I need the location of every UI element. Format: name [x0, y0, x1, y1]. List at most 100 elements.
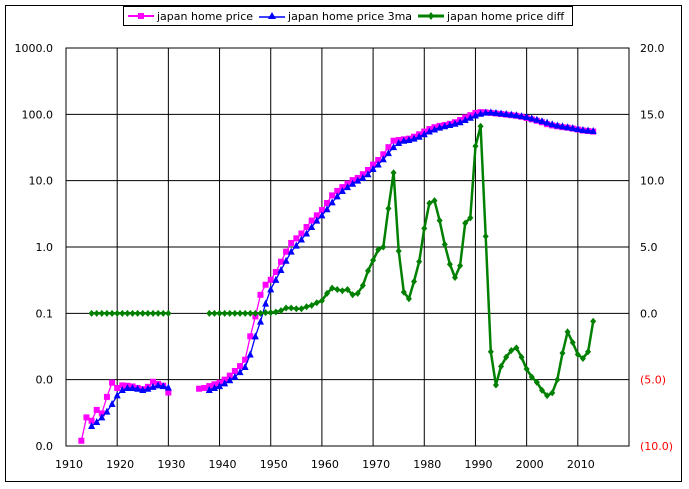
diamond-marker: [375, 246, 382, 254]
diamond-marker-icon: [418, 12, 445, 20]
triangle-marker: [364, 170, 372, 178]
triangle-marker: [482, 108, 490, 116]
diamond-marker: [590, 317, 597, 325]
triangle-marker: [477, 109, 485, 117]
diamond-marker: [124, 309, 131, 317]
diamond-marker: [109, 309, 116, 317]
diamond-marker: [574, 350, 581, 358]
triangle-marker: [308, 223, 316, 231]
legend-item-price: japan home price: [128, 10, 253, 23]
diamond-marker: [421, 224, 428, 232]
x-tick-label: 1930: [157, 458, 185, 471]
triangle-marker: [154, 381, 162, 389]
square-marker: [364, 166, 371, 173]
triangle-marker: [236, 368, 244, 376]
diamond-marker: [231, 309, 238, 317]
diamond-marker: [257, 309, 264, 317]
triangle-marker: [497, 109, 505, 117]
triangle-marker: [272, 275, 280, 283]
diamond-marker: [416, 258, 423, 266]
diamond-marker: [216, 309, 223, 317]
diamond-marker: [380, 243, 387, 251]
diamond-marker: [508, 346, 515, 354]
y-right-tick-label: 5.0: [640, 241, 658, 254]
diamond-marker: [98, 309, 105, 317]
diamond-marker: [334, 285, 341, 293]
triangle-marker: [359, 173, 367, 181]
diamond-marker: [293, 305, 300, 313]
triangle-marker: [282, 256, 290, 264]
triangle-marker: [579, 126, 587, 134]
square-marker: [78, 437, 85, 444]
square-marker: [237, 363, 244, 370]
triangle-marker: [88, 422, 96, 430]
square-marker: [114, 384, 121, 391]
square-marker: [201, 384, 208, 391]
y-right-tick-label: 20.0: [640, 42, 665, 55]
triangle-marker: [118, 385, 126, 393]
square-marker: [370, 161, 377, 168]
triangle-marker: [338, 186, 346, 194]
diamond-marker: [247, 309, 254, 317]
diamond-marker: [211, 309, 218, 317]
diamond-marker: [538, 386, 545, 394]
chart-frame: [5, 5, 682, 482]
y-left-tick-label: 0.0: [36, 440, 54, 453]
triangle-marker: [349, 179, 357, 187]
square-marker: [196, 385, 203, 392]
square-marker: [88, 417, 95, 424]
triangle-marker: [98, 413, 106, 421]
diamond-marker: [221, 309, 228, 317]
y-left-tick-label: 0.1: [36, 307, 54, 320]
diamond-marker: [385, 205, 392, 213]
triangle-marker: [420, 130, 428, 138]
diamond-marker: [405, 295, 412, 303]
x-tick-label: 1960: [311, 458, 339, 471]
triangle-marker: [277, 266, 285, 274]
diamond-marker: [134, 309, 141, 317]
triangle-marker: [502, 110, 510, 118]
triangle-marker: [395, 138, 403, 146]
diamond-marker: [446, 260, 453, 268]
triangle-marker: [226, 376, 234, 384]
triangle-marker: [287, 247, 295, 255]
diamond-marker: [324, 289, 331, 297]
x-tick-label: 1970: [362, 458, 390, 471]
triangle-marker: [431, 125, 439, 133]
diamond-marker: [277, 307, 284, 315]
diamond-marker: [303, 303, 310, 311]
triangle-marker: [523, 113, 531, 121]
x-tick-label: 1950: [260, 458, 288, 471]
diamond-marker: [354, 289, 361, 297]
diamond-marker: [160, 309, 167, 317]
square-marker: [375, 156, 382, 163]
triangle-marker: [129, 383, 137, 391]
triangle-marker: [328, 198, 336, 206]
diamond-marker: [344, 285, 351, 293]
diamond-marker: [441, 240, 448, 248]
legend-label: japan home price 3ma: [288, 9, 413, 23]
x-tick-label: 1990: [464, 458, 492, 471]
triangle-marker: [390, 143, 398, 151]
y-left-tick-label: 1.0: [36, 241, 54, 254]
triangle-marker: [584, 126, 592, 134]
diamond-marker: [492, 381, 499, 389]
x-tick-label: 1940: [209, 458, 237, 471]
diamond-marker: [237, 309, 244, 317]
triangle-marker: [425, 127, 433, 135]
square-marker: [119, 382, 126, 389]
diamond-marker: [339, 287, 346, 295]
diamond-marker: [144, 309, 151, 317]
square-marker: [267, 276, 274, 283]
diamond-marker: [267, 309, 274, 317]
diamond-marker: [451, 274, 458, 282]
square-marker: [334, 187, 341, 194]
diamond-marker: [165, 309, 172, 317]
triangle-marker: [241, 363, 249, 371]
x-tick-label: 1980: [413, 458, 441, 471]
diamond-marker: [559, 349, 566, 357]
diamond-marker: [554, 376, 561, 384]
y-left-tick-label: 0.0: [36, 374, 54, 387]
triangle-marker: [333, 192, 341, 200]
y-right-tick-label: 10.0: [640, 175, 665, 188]
